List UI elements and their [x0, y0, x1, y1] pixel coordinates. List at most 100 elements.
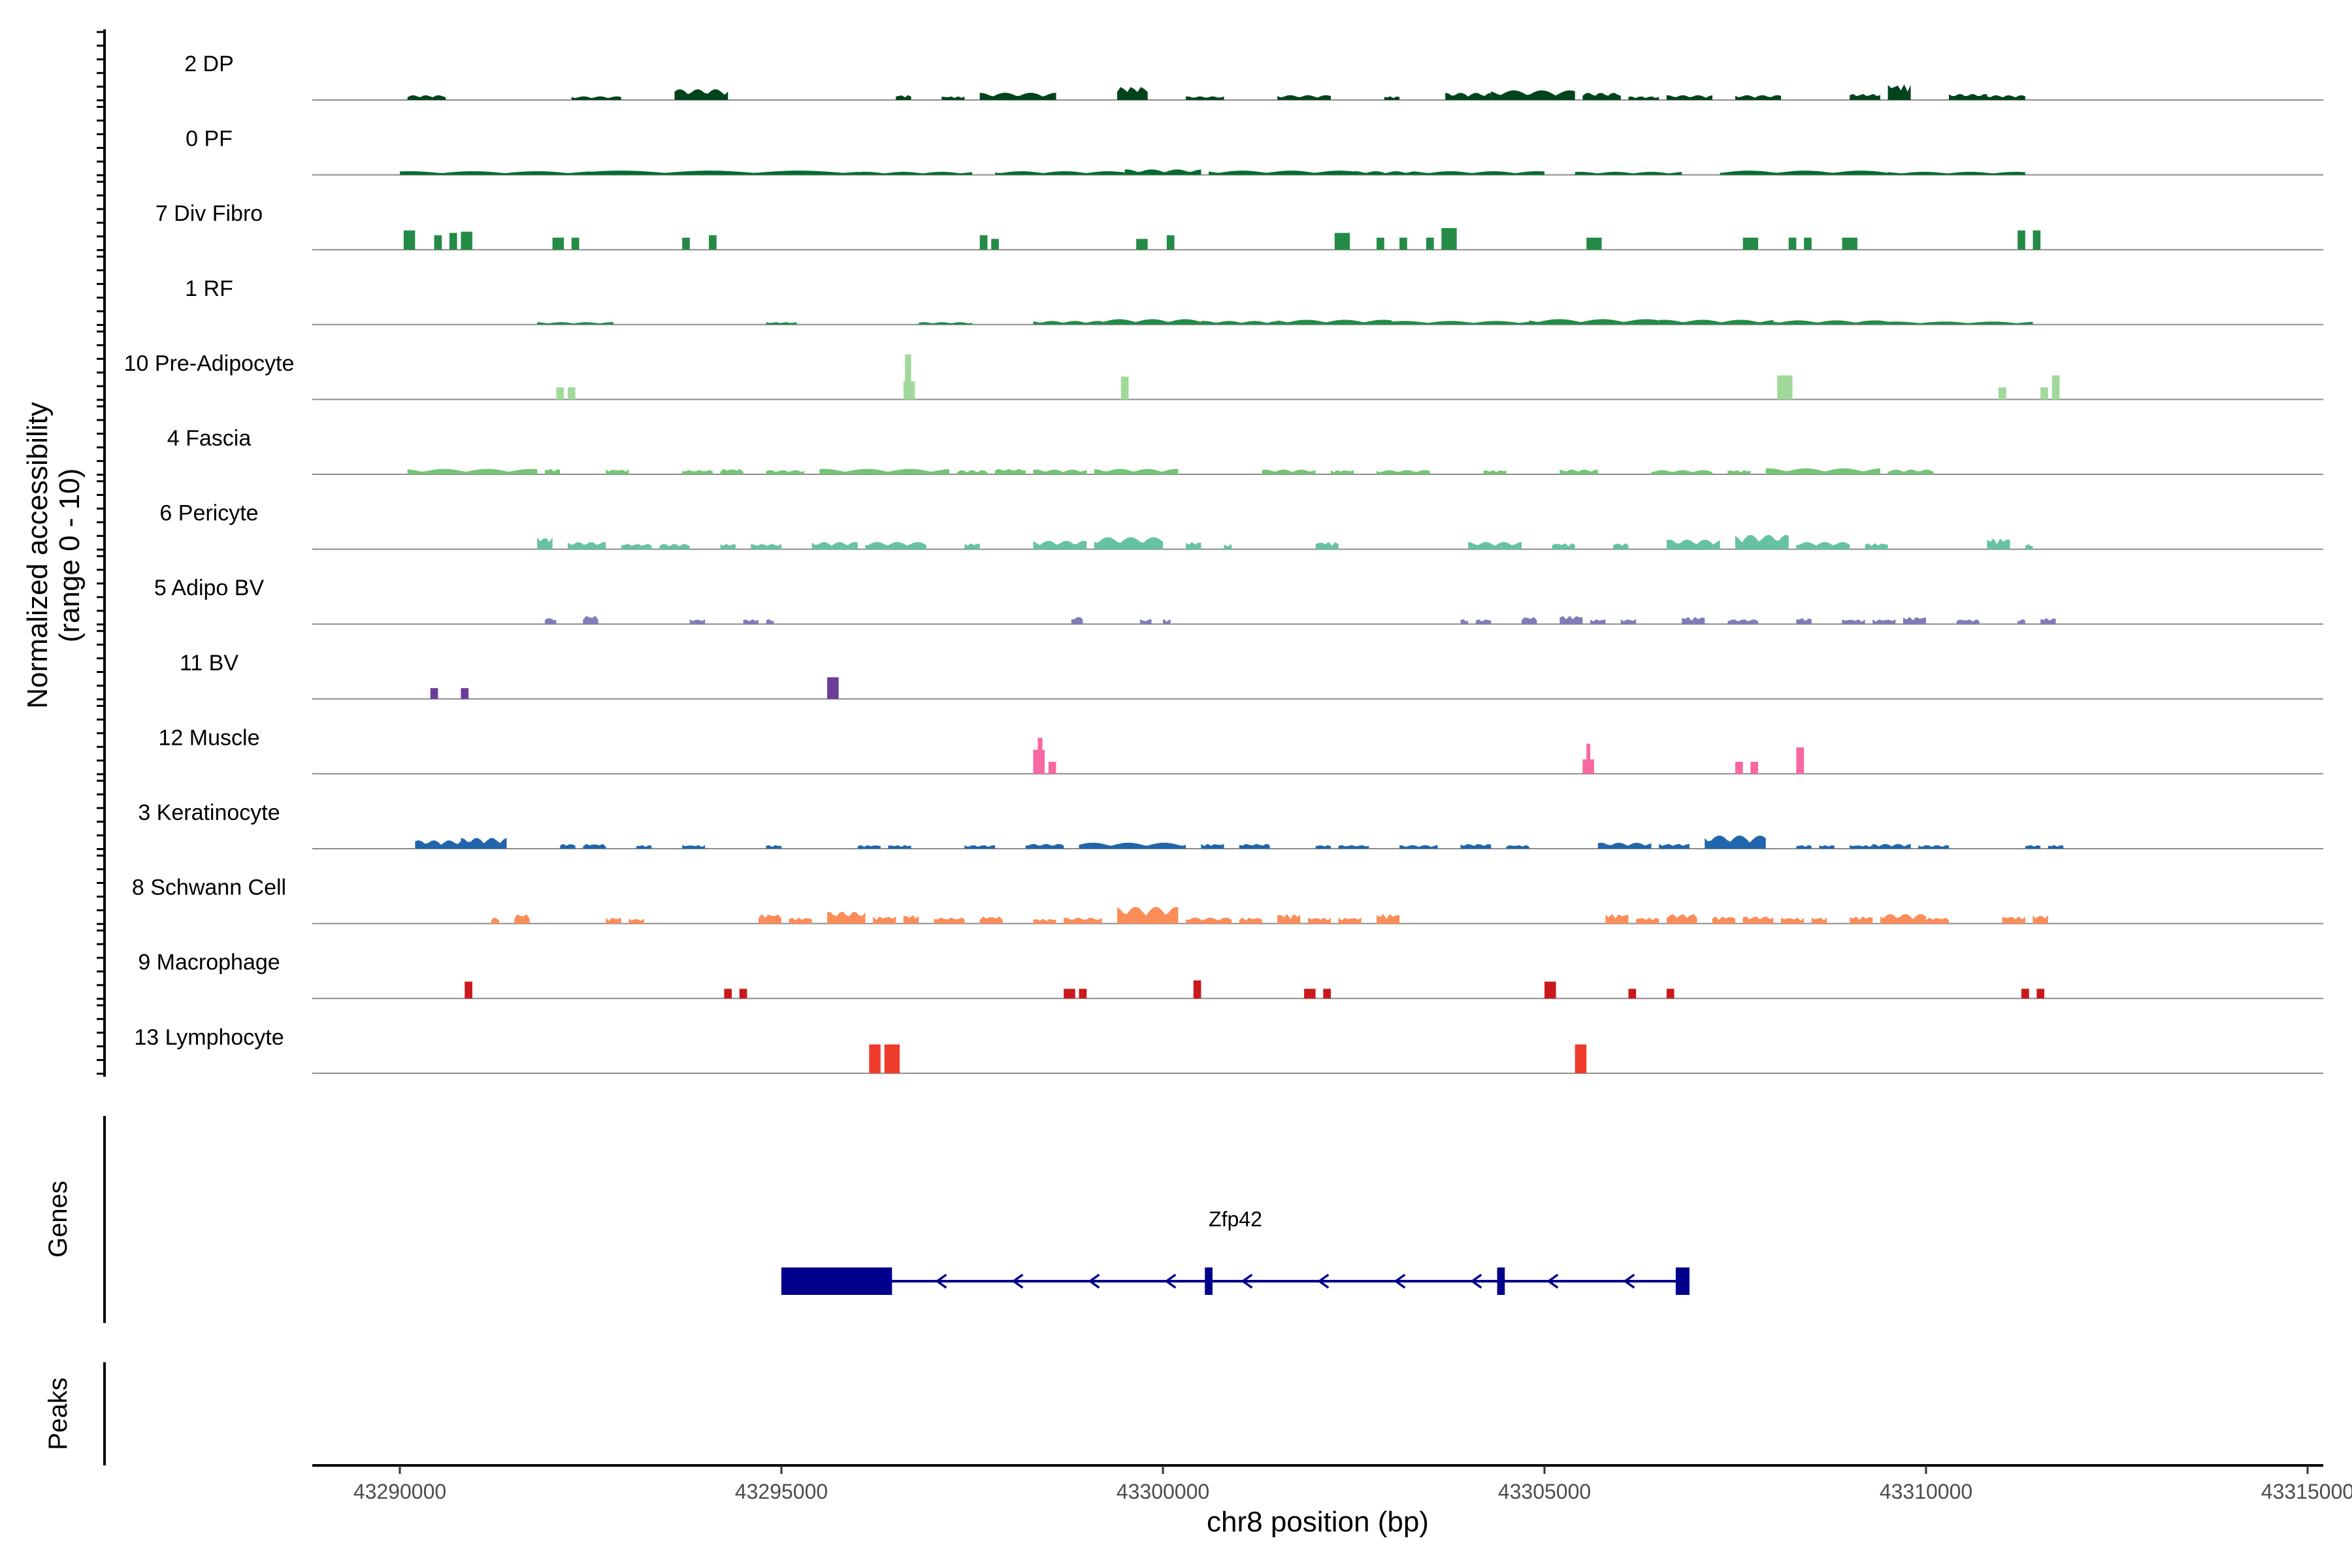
accessibility-peak — [1163, 619, 1171, 625]
accessibility-peak — [1956, 619, 1980, 625]
accessibility-peak — [1560, 615, 1583, 625]
accessibility-peak — [1796, 845, 1812, 849]
accessibility-peak — [1307, 917, 1331, 924]
accessibility-peak — [1079, 842, 1186, 849]
accessibility-peak — [1586, 237, 1602, 250]
accessibility-peak — [1079, 988, 1087, 999]
accessibility-peak — [629, 919, 644, 924]
accessibility-peak — [2040, 387, 2048, 400]
accessibility-peak — [1796, 542, 1850, 549]
accessibility-peak — [1399, 845, 1438, 849]
accessibility-peak — [1426, 237, 1434, 250]
accessibility-peak — [659, 544, 690, 549]
accessibility-peak — [583, 843, 606, 849]
accessibility-peak — [811, 542, 858, 549]
accessibility-peak — [905, 354, 911, 400]
accessibility-peak — [1033, 469, 1087, 474]
track-label: 11 BV — [180, 651, 238, 676]
accessibility-peak — [1399, 237, 1407, 250]
accessibility-peak — [827, 677, 839, 699]
accessibility-peak — [544, 618, 557, 625]
accessibility-peak — [606, 469, 629, 474]
strand-arrow — [1623, 1273, 1635, 1289]
accessibility-peak — [1628, 988, 1637, 999]
accessibility-peak — [606, 917, 621, 924]
x-tick-label: 43300000 — [1117, 1480, 1209, 1503]
track-label: 12 Muscle — [159, 725, 260, 750]
accessibility-peak — [1224, 544, 1232, 549]
accessibility-peak — [766, 619, 774, 625]
accessibility-peak — [1582, 93, 1621, 100]
accessibility-peak — [1590, 619, 1606, 625]
accessibility-peak — [2025, 845, 2041, 849]
accessibility-peak — [758, 913, 781, 924]
accessibility-peak — [1842, 619, 1865, 625]
accessibility-peak — [995, 468, 1026, 474]
accessibility-peak — [1186, 917, 1232, 924]
accessibility-peak — [1315, 542, 1339, 549]
accessibility-peak — [1117, 87, 1148, 100]
accessibility-peak — [1735, 762, 1743, 774]
accessibility-peak — [415, 840, 461, 849]
gene-track: Zfp42 — [781, 1207, 1690, 1295]
accessibility-peak — [827, 911, 866, 924]
accessibility-peak — [884, 1044, 900, 1073]
accessibility-peak — [556, 387, 564, 400]
accessibility-peak — [1102, 319, 1201, 325]
accessibility-peak — [1586, 743, 1591, 774]
track-13-lymphocyte: 13 Lymphocyte — [134, 1025, 2323, 1074]
accessibility-peak — [2002, 916, 2025, 924]
accessibility-peak — [407, 95, 446, 100]
accessibility-peak — [766, 845, 781, 849]
accessibility-peak — [1773, 320, 1888, 325]
accessibility-peak — [1865, 543, 1888, 549]
accessibility-peak — [1330, 470, 1354, 474]
accessibility-peak — [964, 845, 996, 849]
accessibility-peak — [1552, 543, 1575, 549]
track-9-macrophage: 9 Macrophage — [138, 950, 2323, 1000]
accessibility-peak — [739, 988, 747, 999]
accessibility-peak — [1441, 228, 1457, 250]
accessibility-peak — [1304, 988, 1316, 999]
gene-exon — [1675, 1267, 1690, 1295]
accessibility-peak — [1727, 470, 1751, 474]
accessibility-peak — [1887, 321, 2033, 325]
accessibility-peak — [1987, 95, 2025, 100]
accessibility-peak — [1354, 171, 1415, 175]
accessibility-peak — [1468, 542, 1522, 549]
accessibility-peak — [766, 322, 797, 325]
accessibility-peak — [1117, 906, 1179, 924]
accessibility-peak — [979, 235, 988, 250]
accessibility-peak — [1850, 93, 1880, 100]
accessibility-peak — [956, 470, 988, 474]
accessibility-peak — [1193, 980, 1201, 999]
accessibility-peak — [720, 544, 736, 549]
accessibility-peak — [1277, 95, 1331, 100]
accessibility-peak — [1186, 96, 1224, 100]
track-0-pf: 0 PF — [186, 127, 2323, 176]
accessibility-peak — [552, 237, 564, 250]
accessibility-peak — [1811, 917, 1827, 924]
accessibility-peak — [724, 988, 732, 999]
accessibility-peak — [1136, 238, 1148, 250]
accessibility-peak — [1338, 917, 1362, 924]
accessibility-peak — [1560, 469, 1598, 474]
track-label: 3 Keratinocyte — [138, 800, 280, 825]
accessibility-peak — [1777, 375, 1793, 400]
accessibility-peak — [2033, 915, 2048, 924]
accessibility-peak — [1277, 914, 1301, 924]
accessibility-peak — [1796, 747, 1805, 774]
accessibility-peak — [2036, 988, 2045, 999]
accessibility-peak — [1636, 917, 1659, 924]
accessibility-peak — [1384, 96, 1400, 100]
accessibility-peak — [1323, 988, 1331, 999]
accessibility-peak — [869, 1044, 881, 1073]
gene-name-label: Zfp42 — [1209, 1207, 1262, 1231]
accessibility-peak — [682, 470, 713, 474]
accessibility-peak — [1666, 988, 1674, 999]
accessibility-peak — [1628, 96, 1659, 100]
strand-arrow — [935, 1273, 947, 1289]
strand-arrow — [1011, 1273, 1024, 1289]
x-tick-label: 43310000 — [1880, 1480, 1972, 1503]
